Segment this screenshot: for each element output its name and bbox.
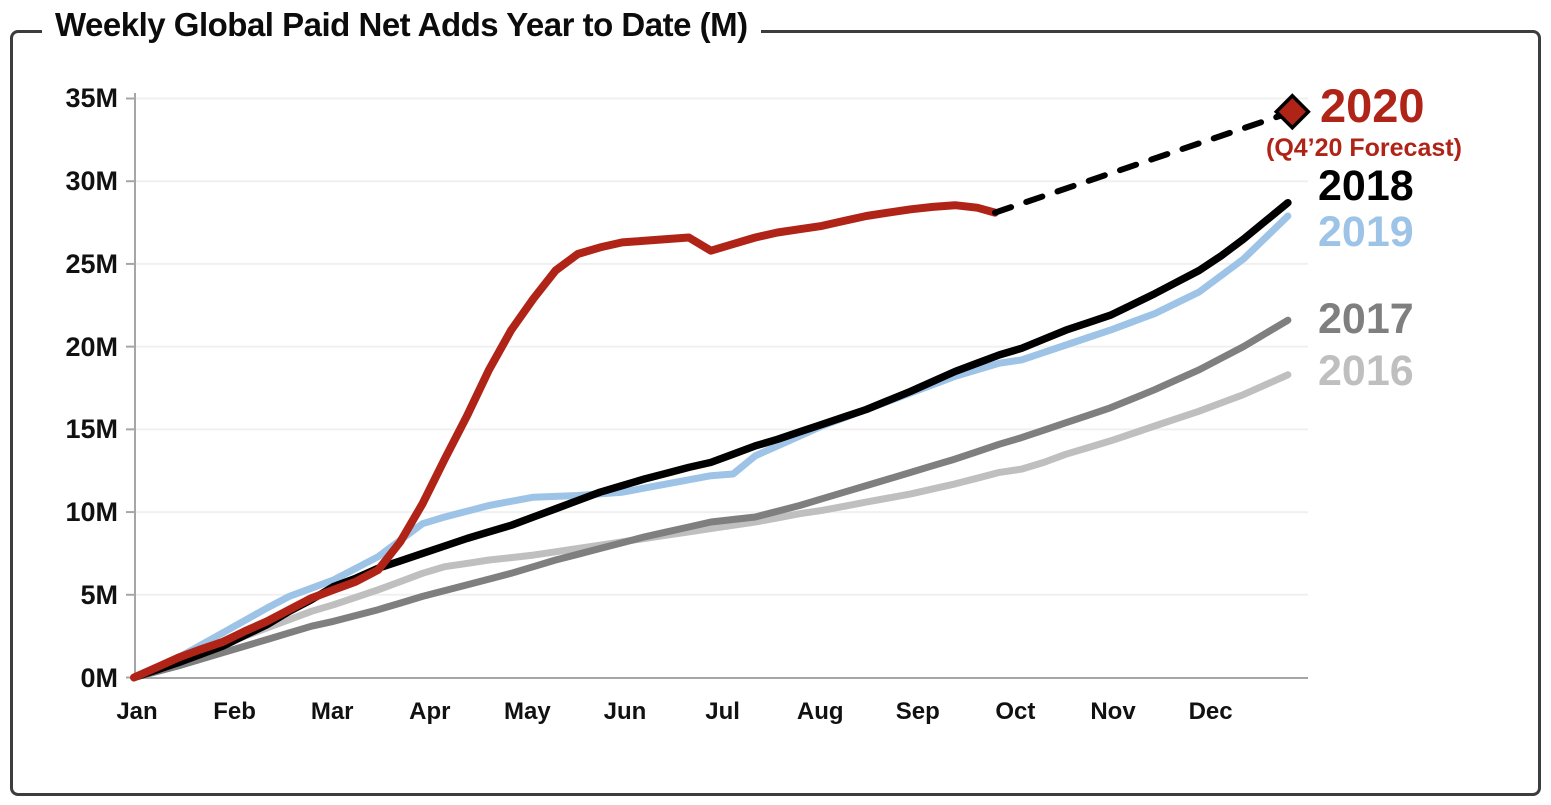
- y-tick-label: 30M: [65, 166, 118, 197]
- y-tick-label: 10M: [65, 497, 118, 528]
- legend-label-2017: 2017: [1318, 295, 1414, 343]
- legend-label-q420forecast: (Q4’20 Forecast): [1266, 134, 1462, 162]
- month-label-dec: Dec: [1188, 698, 1233, 725]
- y-tick-label: 5M: [80, 579, 118, 610]
- series-line-2020: [130, 201, 999, 682]
- y-tick-label: 20M: [65, 331, 118, 362]
- month-label-feb: Feb: [213, 698, 256, 725]
- month-label-may: May: [504, 698, 551, 725]
- y-tick-label: 0M: [80, 662, 118, 693]
- y-tick-label: 15M: [65, 414, 118, 445]
- month-label-jan: Jan: [116, 698, 158, 725]
- month-label-jul: Jul: [705, 698, 740, 725]
- forecast-dashed-line: [992, 108, 1296, 216]
- series-line-2019: [130, 212, 1292, 681]
- legend-label-2016: 2016: [1318, 347, 1414, 395]
- month-label-jun: Jun: [603, 698, 647, 725]
- y-tick-label: 25M: [65, 248, 118, 279]
- chart-title: Weekly Global Paid Net Adds Year to Date…: [42, 6, 761, 44]
- legend-label-2018: 2018: [1318, 162, 1414, 210]
- month-label-mar: Mar: [310, 698, 354, 725]
- chart-frame: [10, 30, 1541, 796]
- legend-label-2019: 2019: [1318, 208, 1414, 256]
- month-label-nov: Nov: [1090, 698, 1136, 725]
- series-line-2016: [130, 371, 1292, 681]
- month-label-oct: Oct: [995, 698, 1036, 725]
- y-tick-label: 35M: [65, 83, 118, 114]
- month-label-apr: Apr: [409, 698, 451, 725]
- series-line-2017: [130, 316, 1292, 681]
- forecast-diamond-marker: [1273, 93, 1311, 131]
- month-label-aug: Aug: [796, 698, 844, 725]
- legend-label-2020: 2020: [1320, 79, 1425, 132]
- month-label-sep: Sep: [895, 698, 940, 725]
